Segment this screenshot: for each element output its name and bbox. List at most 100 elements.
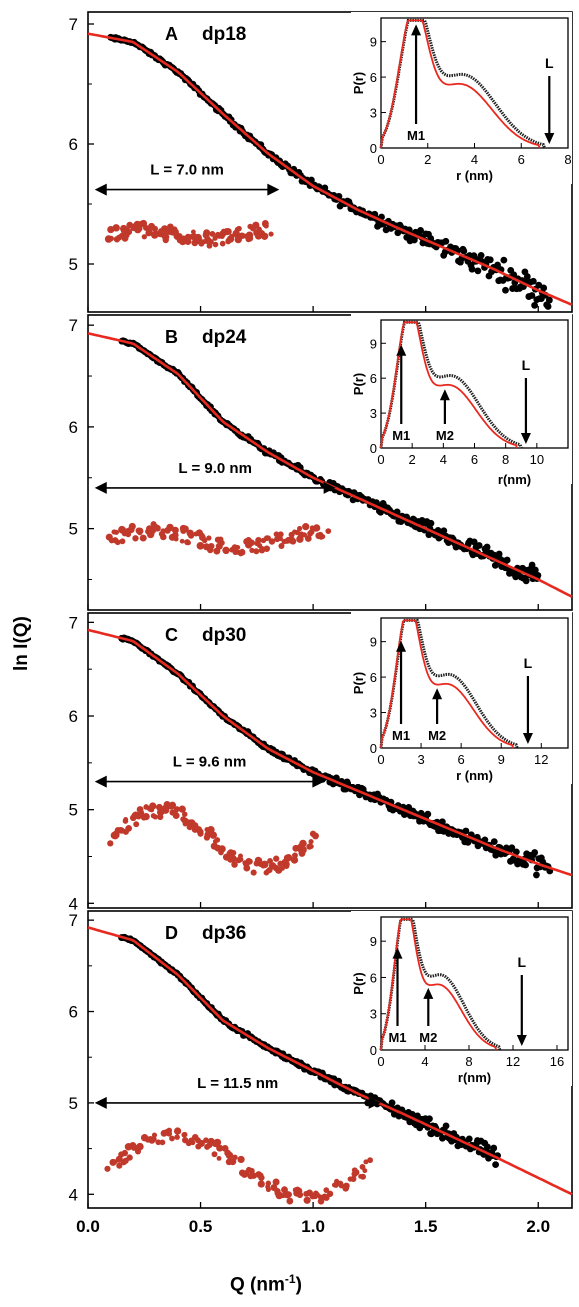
y-tick-label: 5: [69, 520, 78, 539]
molecule-atom: [197, 830, 204, 837]
data-point: [426, 1115, 433, 1123]
inset-x-tick-label: 12: [534, 752, 548, 767]
molecule-atom: [212, 241, 219, 248]
molecule-atom: [165, 227, 173, 235]
inset-L-label: L: [545, 55, 554, 71]
molecule-atom: [112, 224, 120, 232]
data-point: [533, 871, 540, 879]
data-point: [531, 849, 539, 856]
molecule-atom: [142, 812, 150, 821]
molecule-atom: [350, 1175, 357, 1183]
y-tick-label: 6: [69, 135, 78, 154]
molecule-atom: [191, 239, 199, 247]
molecule-atom: [323, 1187, 330, 1193]
inset-frame: [380, 916, 569, 1051]
molecule-atom: [195, 531, 201, 536]
molecule-atom: [209, 231, 216, 237]
panel-c: 7 6 5 4 C dp30 L = 9.6 nm 0 3 6 9 12 0 3 6 9 P(r) r (nm) M…: [69, 612, 573, 913]
fit-curve: [87, 628, 573, 877]
y-tick-label: 7: [69, 613, 78, 632]
inset-fit-curve: [380, 918, 498, 1051]
data-point: [545, 296, 553, 304]
length-arrow-head-right: [368, 1096, 381, 1109]
molecule-atom: [190, 229, 196, 235]
molecule-atom: [213, 547, 221, 555]
molecule-atom: [112, 537, 119, 544]
molecule-atom: [216, 1155, 222, 1161]
length-arrow-head-right: [323, 481, 336, 494]
molecule-atom: [108, 235, 114, 242]
length-arrow-head-left: [94, 183, 107, 196]
molecule-atom: [136, 527, 144, 535]
data-point: [417, 226, 424, 234]
inset-y-tick-label: 9: [370, 336, 377, 351]
data-point: [474, 267, 482, 275]
x-tick-label: 0.0: [76, 1217, 100, 1236]
molecule-atom: [147, 806, 154, 812]
inset-fit-curve: [380, 19, 541, 149]
molecule-atom: [219, 233, 225, 240]
molecule-atom: [289, 537, 297, 545]
length-arrow-head-right: [267, 183, 280, 196]
molecule-atom: [111, 832, 119, 840]
molecule-atom: [263, 223, 269, 229]
molecule-atom: [273, 855, 280, 862]
molecule-atom: [325, 528, 332, 534]
molecule-atom: [181, 1132, 187, 1138]
molecule-atom: [155, 1139, 162, 1146]
molecule-atom: [257, 1180, 265, 1188]
data-point: [427, 519, 435, 527]
data-point: [531, 566, 539, 574]
inset-y-axis-label: P(r): [351, 373, 366, 395]
y-tick-label: 6: [69, 418, 78, 437]
molecule-atom: [151, 225, 159, 232]
molecule-atom: [302, 523, 310, 531]
molecule-atom: [105, 533, 113, 541]
y-tick-label: 7: [69, 316, 78, 335]
molecule-atom: [127, 526, 135, 534]
inset-y-tick-label: 0: [370, 741, 377, 756]
molecule-atom: [113, 529, 119, 535]
molecule-atom: [248, 539, 255, 546]
molecule-atom: [296, 1191, 304, 1199]
inset-marker-arrowhead: [439, 389, 450, 401]
molecule-atom: [178, 805, 186, 813]
inset-x-tick-label: 2: [409, 452, 416, 467]
inset-y-axis-label: P(r): [351, 972, 366, 994]
length-arrow-head-left: [94, 1096, 107, 1109]
data-point: [544, 303, 552, 310]
molecule-atom: [155, 803, 163, 811]
fit-curve: [87, 32, 573, 306]
inset-x-tick-label: 4: [421, 1054, 428, 1069]
molecule-atom: [362, 1168, 368, 1174]
panel-letter: A: [165, 24, 178, 44]
panel-sample-label: dp24: [202, 327, 247, 348]
inset-L-arrowhead: [516, 1035, 527, 1046]
molecule-atom: [231, 861, 238, 868]
inset-x-tick-label: 12: [506, 1054, 520, 1069]
molecule-atom: [219, 240, 226, 247]
molecule-atom: [203, 1137, 209, 1144]
molecule-atom: [157, 813, 164, 821]
molecule-atom: [273, 531, 280, 538]
molecule-atom: [239, 548, 245, 554]
inset-marker-arrowhead: [396, 344, 407, 356]
data-point: [483, 543, 491, 551]
x-axis-label-close: ): [295, 1274, 302, 1296]
molecule-atom: [188, 532, 195, 539]
inset-x-tick-label: 8: [502, 452, 509, 467]
inset-L-arrowhead: [520, 433, 531, 444]
molecule-atom: [140, 1133, 149, 1142]
molecule-atom: [265, 1180, 272, 1187]
x-axis-label-text: Q (nm: [230, 1274, 285, 1296]
inset-L-label: L: [522, 357, 531, 373]
molecule-atom: [359, 1173, 366, 1180]
molecule-atom: [254, 856, 262, 864]
molecule-atom: [208, 542, 215, 550]
molecule-atom: [181, 811, 188, 817]
molecule-atom: [313, 526, 319, 532]
molecule-atom: [299, 846, 307, 854]
data-point: [512, 848, 520, 856]
inset-background: [351, 612, 572, 784]
inset-marker-label: M1: [407, 128, 425, 143]
